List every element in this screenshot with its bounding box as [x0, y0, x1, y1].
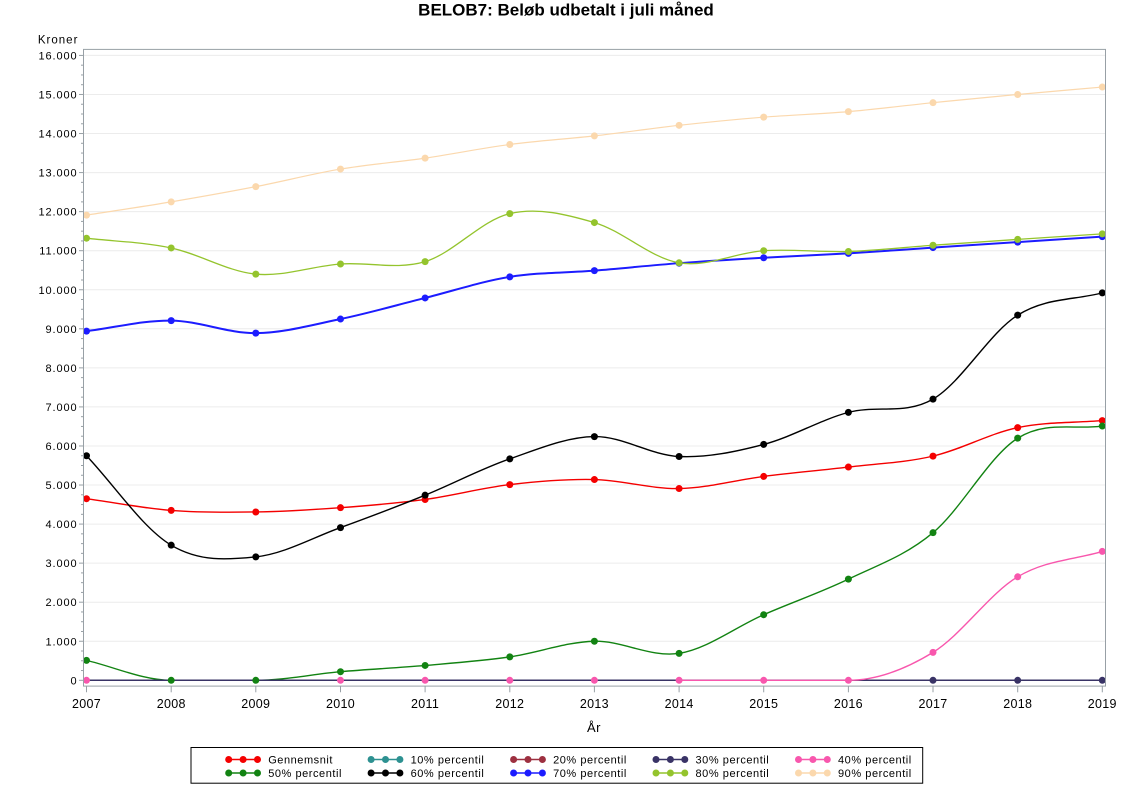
- svg-text:2009: 2009: [241, 697, 270, 711]
- svg-text:2019: 2019: [1088, 697, 1117, 711]
- svg-text:2008: 2008: [157, 697, 186, 711]
- svg-text:2017: 2017: [918, 697, 947, 711]
- svg-text:70% percentil: 70% percentil: [553, 768, 627, 780]
- svg-text:2011: 2011: [411, 697, 439, 711]
- svg-text:2018: 2018: [1003, 697, 1032, 711]
- svg-text:9.000: 9.000: [45, 324, 77, 336]
- svg-text:15.000: 15.000: [38, 89, 77, 101]
- svg-text:BELOB7: Beløb udbetalt i juli: BELOB7: Beløb udbetalt i juli måned: [418, 1, 714, 20]
- svg-text:40% percentil: 40% percentil: [838, 755, 912, 767]
- svg-text:År: År: [587, 720, 601, 735]
- svg-text:10.000: 10.000: [38, 285, 77, 297]
- svg-text:10% percentil: 10% percentil: [411, 755, 485, 767]
- svg-text:13.000: 13.000: [38, 168, 77, 180]
- svg-text:2007: 2007: [72, 697, 101, 711]
- svg-text:Kroner: Kroner: [38, 34, 79, 46]
- svg-text:50% percentil: 50% percentil: [268, 768, 342, 780]
- svg-text:5.000: 5.000: [45, 480, 77, 492]
- svg-text:7.000: 7.000: [45, 402, 77, 414]
- svg-text:16.000: 16.000: [38, 50, 77, 62]
- svg-text:20% percentil: 20% percentil: [553, 755, 627, 767]
- svg-text:6.000: 6.000: [45, 441, 77, 453]
- svg-text:0: 0: [70, 675, 77, 687]
- svg-text:Gennemsnit: Gennemsnit: [268, 755, 333, 767]
- svg-text:2010: 2010: [326, 697, 355, 711]
- svg-text:1.000: 1.000: [45, 636, 77, 648]
- svg-text:2013: 2013: [580, 697, 609, 711]
- svg-text:11.000: 11.000: [39, 246, 77, 258]
- svg-text:30% percentil: 30% percentil: [696, 755, 770, 767]
- svg-text:8.000: 8.000: [45, 363, 77, 375]
- svg-text:2.000: 2.000: [45, 597, 77, 609]
- svg-text:2016: 2016: [834, 697, 863, 711]
- svg-text:90% percentil: 90% percentil: [838, 768, 912, 780]
- svg-text:2015: 2015: [749, 697, 778, 711]
- svg-text:60% percentil: 60% percentil: [411, 768, 485, 780]
- svg-text:12.000: 12.000: [38, 207, 77, 219]
- svg-text:2014: 2014: [665, 697, 694, 711]
- svg-text:4.000: 4.000: [45, 519, 77, 531]
- svg-text:3.000: 3.000: [45, 558, 77, 570]
- svg-text:80% percentil: 80% percentil: [696, 768, 770, 780]
- svg-text:14.000: 14.000: [38, 129, 77, 141]
- svg-text:2012: 2012: [495, 697, 524, 711]
